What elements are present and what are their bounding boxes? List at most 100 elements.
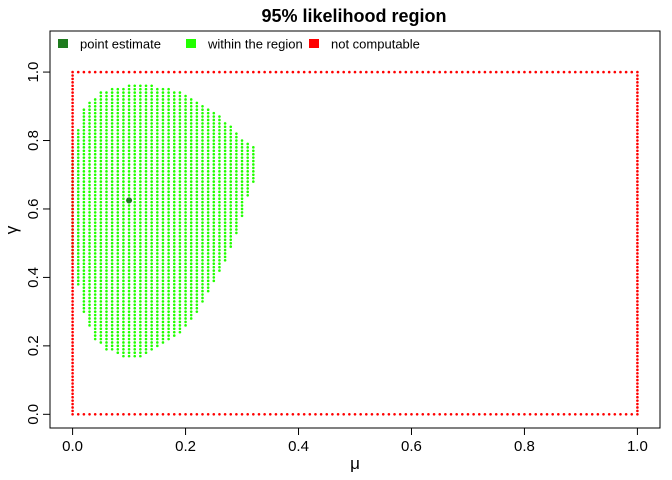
region-point [88,300,91,303]
region-point [82,152,86,156]
region-point [223,180,227,183]
region-point [82,139,86,142]
region-point [105,122,108,125]
region-point [195,180,199,183]
region-point [201,265,204,269]
region-point [161,262,165,266]
region-point [139,228,142,231]
region-point [139,252,142,255]
y-tick-label: 0.4 [25,267,42,288]
region-point [189,279,193,283]
region-point [223,142,227,146]
region-point [133,255,137,259]
region-point [184,149,187,153]
region-point [122,204,125,207]
not-computable-point [71,173,74,177]
region-point [110,173,114,177]
region-point [150,214,153,218]
not-computable-point [285,70,289,74]
region-point [156,330,159,334]
region-point [178,98,182,101]
region-point [167,317,170,320]
region-point [240,211,244,214]
region-point [229,231,233,235]
region-point [223,217,227,221]
region-point [178,187,182,190]
region-point [150,313,153,317]
region-point [178,91,182,94]
region-point [88,200,91,204]
region-point [122,132,125,135]
not-computable-point [71,378,74,382]
region-point [184,255,187,259]
region-point [133,84,137,88]
region-point [195,296,199,300]
not-computable-point [636,81,639,84]
region-point [93,98,97,101]
region-point [156,214,159,218]
region-point [184,248,187,252]
region-point [127,94,131,98]
not-computable-point [71,399,74,402]
region-point [105,310,108,313]
region-point [178,228,182,231]
region-point [161,252,165,255]
region-point [195,173,199,177]
region-point [110,320,114,324]
region-point [76,279,80,283]
not-computable-point [398,70,402,74]
region-point [167,282,170,286]
not-computable-point [551,413,554,416]
region-point [218,221,221,224]
region-point [105,238,108,242]
region-point [82,289,86,293]
region-point [110,344,114,348]
region-point [88,190,91,194]
region-point [178,289,182,293]
not-computable-point [246,70,249,74]
region-point [122,187,125,190]
not-computable-point [88,413,91,416]
region-point [127,296,131,300]
region-point [223,231,227,235]
region-point [82,108,86,112]
not-computable-point [636,221,639,224]
region-point [235,180,238,183]
region-point [218,170,221,173]
region-point [218,207,221,211]
region-point [139,190,142,194]
not-computable-point [71,139,74,142]
region-point [189,156,193,159]
region-point [88,293,91,296]
region-point [105,248,108,252]
region-point [88,180,91,183]
region-point [195,149,199,153]
region-point [161,337,165,341]
region-point [172,255,176,259]
region-point [110,149,114,153]
region-point [144,111,148,115]
region-point [110,300,114,303]
not-computable-point [602,70,605,74]
region-point [105,200,108,204]
region-point [156,320,159,324]
region-point [240,146,244,149]
region-point [178,146,182,149]
region-point [206,176,210,180]
region-point [235,183,238,187]
region-point [240,207,244,211]
region-point [88,265,91,269]
region-point [133,183,137,187]
region-point [133,193,137,197]
region-point [105,214,108,218]
not-computable-point [387,70,391,74]
region-point [218,115,221,118]
region-point [184,193,187,197]
region-point [76,142,80,146]
not-computable-point [71,115,74,118]
region-point [139,347,142,351]
region-point [82,228,86,231]
not-computable-point [636,351,639,355]
region-point [167,132,170,135]
not-computable-point [636,313,639,317]
